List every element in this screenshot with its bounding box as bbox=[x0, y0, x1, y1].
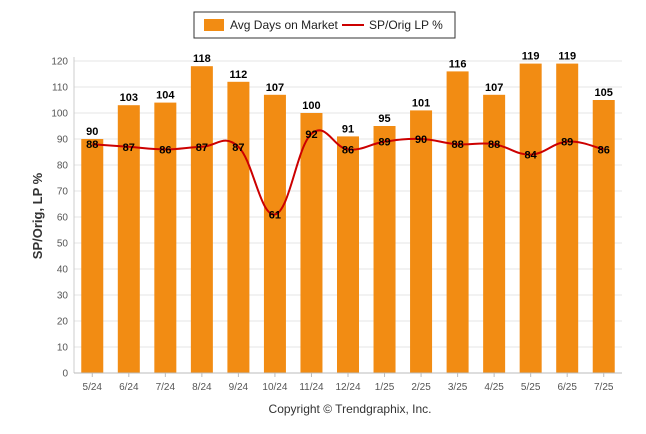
bar bbox=[190, 66, 213, 373]
y-tick-label: 30 bbox=[57, 291, 69, 302]
bar-data-label: 95 bbox=[378, 113, 390, 125]
x-tick-label: 5/25 bbox=[521, 382, 541, 393]
y-axis-title: SP/Orig, LP % bbox=[30, 172, 45, 259]
x-tick-label: 2/25 bbox=[411, 382, 431, 393]
bar-data-label: 101 bbox=[412, 97, 430, 109]
legend-bar-label: Avg Days on Market bbox=[230, 18, 338, 32]
line-data-label: 89 bbox=[561, 137, 573, 149]
bar-data-label: 100 bbox=[302, 100, 320, 112]
bar bbox=[592, 100, 615, 373]
line-data-label: 88 bbox=[451, 139, 463, 151]
x-tick-label: 11/24 bbox=[299, 382, 324, 393]
x-tick-label: 12/24 bbox=[335, 382, 360, 393]
line-data-label: 86 bbox=[159, 144, 171, 156]
x-axis: 5/24 6/24 7/24 8/24 9/24 10/24 11/24 12/24 1/25 2… bbox=[74, 372, 622, 393]
y-tick-label: 110 bbox=[52, 83, 68, 94]
bar-data-label: 112 bbox=[230, 69, 248, 81]
bar-data-label: 91 bbox=[342, 123, 354, 135]
bar-data-label: 103 bbox=[120, 92, 138, 104]
line-data-label: 84 bbox=[525, 150, 538, 162]
legend-box bbox=[193, 11, 456, 39]
bar bbox=[446, 71, 469, 374]
line-path bbox=[92, 129, 604, 216]
copyright-footer: Copyright © Trendgraphix, Inc. bbox=[269, 402, 432, 416]
bar-data-label: 119 bbox=[522, 51, 540, 63]
y-tick-label: 0 bbox=[62, 369, 68, 380]
bar bbox=[154, 102, 177, 373]
line-data-label: 87 bbox=[196, 142, 208, 154]
line-data-label: 92 bbox=[305, 129, 317, 141]
x-tick-label: 6/24 bbox=[119, 382, 139, 393]
y-tick-label: 10 bbox=[57, 343, 69, 354]
y-tick-label: 70 bbox=[57, 187, 69, 198]
bar bbox=[556, 63, 579, 373]
x-tick-label: 8/24 bbox=[192, 382, 212, 393]
bar-data-label: 107 bbox=[485, 82, 503, 94]
bar bbox=[483, 94, 506, 374]
bar bbox=[227, 81, 250, 374]
x-tick-label: 7/25 bbox=[594, 382, 614, 393]
x-tick-label: 1/25 bbox=[375, 382, 395, 393]
x-tick-label: 7/24 bbox=[156, 382, 176, 393]
y-tick-label: 20 bbox=[57, 317, 69, 328]
y-axis: 0 10 20 30 40 50 60 70 80 90 100 110 120 bbox=[51, 57, 75, 380]
x-tick-label: 5/24 bbox=[83, 382, 103, 393]
bar-data-label: 90 bbox=[86, 126, 98, 138]
line-data-label: 90 bbox=[415, 134, 427, 146]
bar-data-label: 107 bbox=[266, 82, 284, 94]
x-tick-label: 10/24 bbox=[262, 382, 287, 393]
bar bbox=[373, 126, 396, 373]
line-data-label: 86 bbox=[598, 144, 610, 156]
bar-series: 90 103 104 118 112 107 100 91 95 101 116 107 119 119 1… bbox=[81, 51, 615, 374]
y-tick-label: 90 bbox=[57, 135, 69, 146]
bar bbox=[300, 113, 323, 373]
line-data-label: 89 bbox=[378, 137, 390, 149]
line-data-label: 87 bbox=[123, 142, 135, 154]
y-tick-label: 100 bbox=[51, 109, 68, 120]
x-tick-label: 4/25 bbox=[484, 382, 504, 393]
y-tick-label: 50 bbox=[57, 239, 69, 250]
bar-data-label: 119 bbox=[558, 51, 576, 63]
legend: Avg Days on Market SP/Orig LP % bbox=[193, 11, 456, 39]
y-tick-label: 80 bbox=[57, 161, 69, 172]
bar bbox=[263, 94, 286, 374]
bar bbox=[410, 110, 433, 374]
legend-line-label: SP/Orig LP % bbox=[369, 18, 443, 32]
line-data-label: 86 bbox=[342, 144, 354, 156]
y-tick-label: 60 bbox=[57, 213, 69, 224]
line-data-label: 88 bbox=[86, 139, 98, 151]
bar bbox=[519, 63, 542, 373]
x-tick-label: 9/24 bbox=[229, 382, 249, 393]
bar-data-label: 105 bbox=[595, 87, 613, 99]
bar-data-label: 104 bbox=[156, 90, 175, 102]
legend-bar-swatch bbox=[204, 19, 224, 31]
y-tick-label: 40 bbox=[57, 265, 69, 276]
bar bbox=[81, 139, 104, 373]
x-tick-label: 6/25 bbox=[557, 382, 577, 393]
line-data-label: 88 bbox=[488, 139, 500, 151]
bar-data-label: 118 bbox=[193, 53, 211, 65]
bar-data-label: 116 bbox=[449, 58, 467, 70]
bar bbox=[117, 105, 140, 373]
line-data-label: 87 bbox=[232, 142, 244, 154]
bar bbox=[337, 136, 359, 373]
y-tick-label: 120 bbox=[51, 57, 68, 68]
x-tick-label: 3/25 bbox=[448, 382, 468, 393]
line-data-label: 61 bbox=[269, 209, 281, 221]
